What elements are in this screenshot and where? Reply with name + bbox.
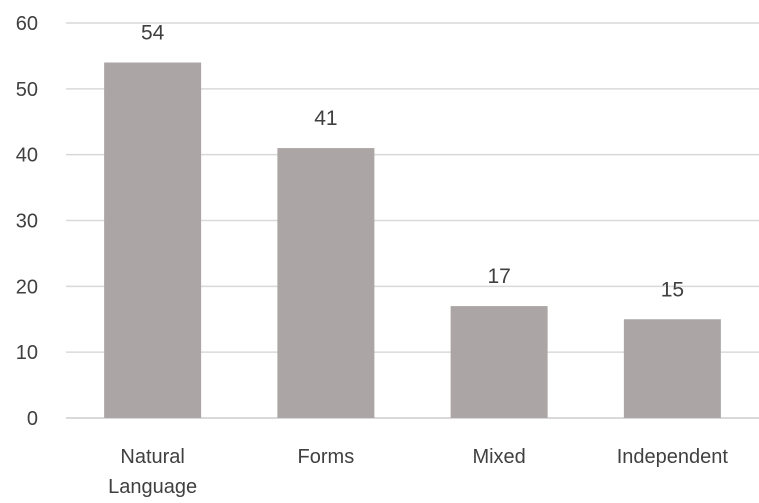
y-tick-label: 30	[16, 211, 38, 233]
bar	[104, 62, 202, 418]
category-label: Independent	[617, 446, 729, 468]
data-label: 41	[314, 107, 337, 130]
bar	[450, 306, 548, 418]
data-label: 54	[141, 22, 165, 45]
y-axis-ticks: 0 10 20 30 40 50 60	[16, 13, 38, 430]
category-label: Natural Language	[108, 446, 197, 498]
bar	[623, 319, 721, 418]
y-tick-label: 40	[16, 145, 38, 167]
data-label: 15	[661, 278, 684, 301]
y-tick-label: 60	[16, 13, 38, 35]
category-label: Forms	[298, 446, 355, 468]
y-tick-label: 10	[16, 342, 38, 364]
category-label: Mixed	[472, 446, 525, 468]
y-tick-label: 20	[16, 276, 38, 298]
y-tick-label: 50	[16, 79, 38, 101]
category-labels: Natural Language Forms Mixed Independent	[108, 446, 728, 498]
data-labels: 54 41 17 15	[141, 22, 684, 302]
data-label: 17	[487, 265, 510, 288]
bar	[277, 148, 375, 419]
bars	[104, 62, 721, 419]
y-tick-label: 0	[27, 408, 38, 430]
